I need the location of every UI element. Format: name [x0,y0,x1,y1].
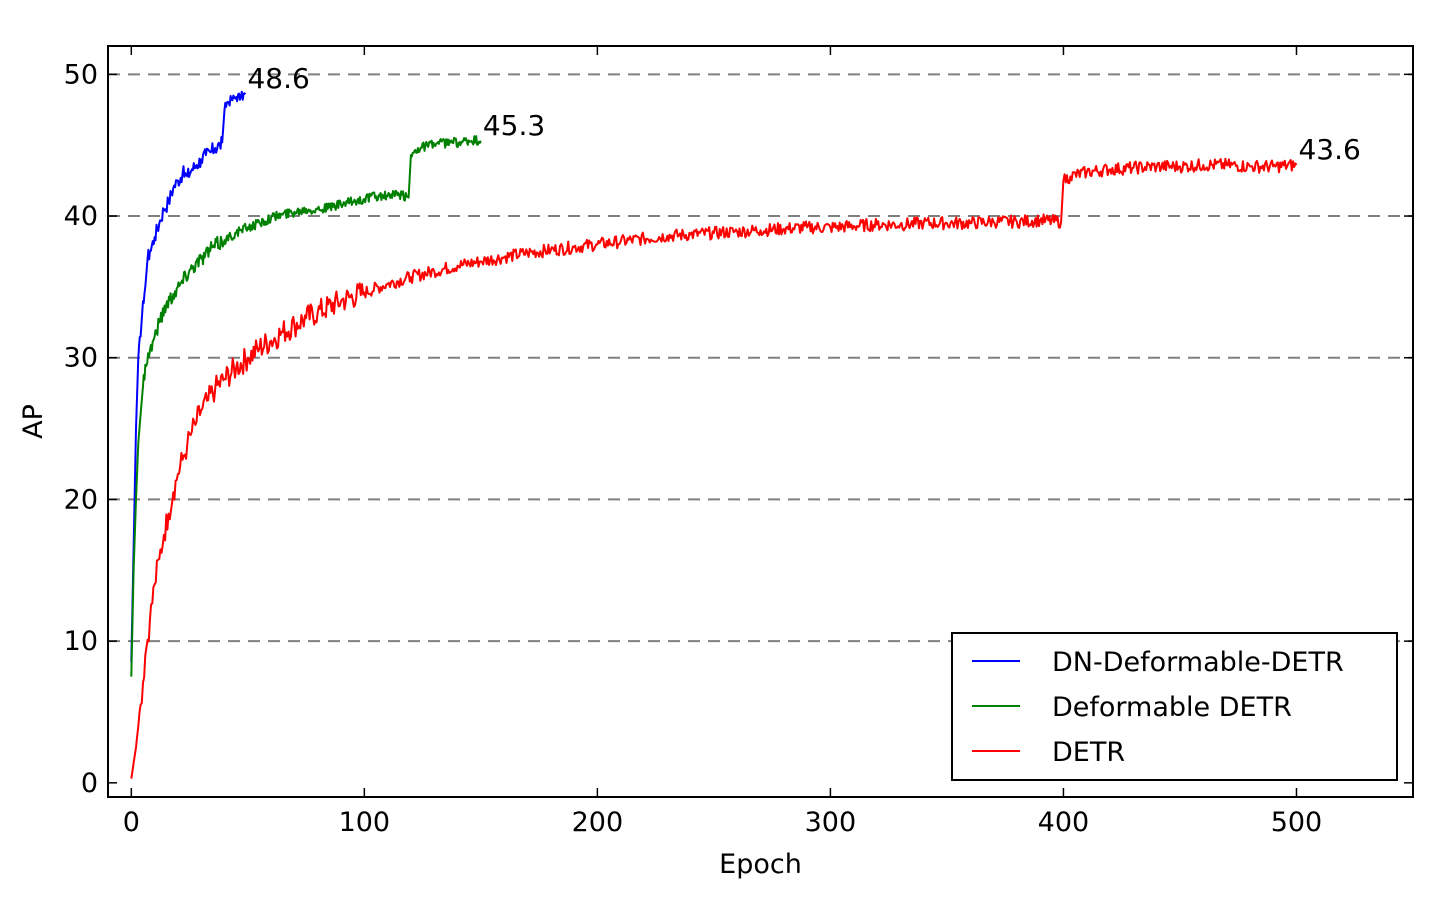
end-label-deformable-detr: 45.3 [483,109,545,142]
x-tick-label-200: 200 [572,807,624,838]
series-line-dn-deformable-detr [130,90,247,663]
legend-entry-deformable-detr: Deformable DETR [1052,692,1292,723]
series-lines [130,90,1298,779]
end-label-detr: 43.6 [1298,133,1360,166]
y-tick-label-50: 50 [64,59,98,90]
x-tick-label-300: 300 [805,807,857,838]
series-line-deformable-detr [130,135,482,677]
x-tick-label-500: 500 [1271,807,1323,838]
end-label-dn-deformable-detr: 48.6 [247,62,309,95]
y-tick-label-20: 20 [64,484,98,515]
plot-frame [107,45,1414,798]
x-tick-label-400: 400 [1038,807,1090,838]
y-tick-label-0: 0 [81,768,98,799]
x-tick-label-0: 0 [123,807,140,838]
y-tick-label-40: 40 [64,201,98,232]
x-tick-label-100: 100 [339,807,391,838]
legend-entry-dn-deformable-detr: DN-Deformable-DETR [1052,647,1344,678]
series-line-detr [130,157,1298,779]
axis-ticks [108,46,1413,797]
y-tick-label-10: 10 [64,626,98,657]
legend-entry-detr: DETR [1052,737,1125,768]
end-labels: 48.6 45.3 43.6 [247,62,1360,166]
legend-box [951,632,1398,781]
legend: DN-Deformable-DETR Deformable DETR DETR [951,632,1398,781]
y-tick-label-30: 30 [64,343,98,374]
x-axis-label: Epoch [719,849,802,880]
y-axis-label: AP [18,404,49,439]
tick-labels: 0 100 200 300 400 500 0 10 20 30 40 50 [64,59,1323,838]
grid-lines [108,73,1413,643]
